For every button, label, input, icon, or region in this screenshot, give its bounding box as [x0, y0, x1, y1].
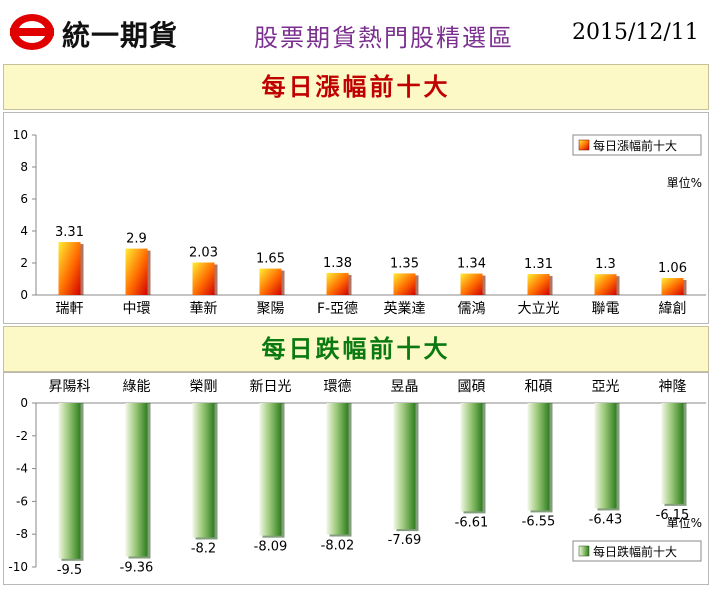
- category-label: 神隆: [659, 379, 687, 395]
- category-label: F-亞德: [317, 301, 358, 317]
- bar: [527, 403, 550, 511]
- legend: 每日漲幅前十大: [572, 134, 702, 156]
- category-label: 環德: [324, 379, 352, 395]
- category-label: 大立光: [518, 301, 560, 317]
- value-label: -7.69: [388, 533, 422, 548]
- category-label: 昱晶: [391, 379, 419, 395]
- bar: [125, 248, 148, 295]
- y-tick-label: -8: [16, 527, 28, 541]
- bar: [326, 403, 349, 535]
- value-label: 2.03: [189, 246, 218, 261]
- value-label: 1.31: [524, 257, 553, 272]
- value-label: -8.02: [321, 539, 355, 554]
- value-label: -9.36: [120, 561, 154, 576]
- bar: [259, 403, 282, 536]
- bar: [594, 403, 617, 509]
- report-date: 2015/12/11: [572, 20, 699, 45]
- unit-label: 單位%: [667, 175, 702, 190]
- bar: [125, 403, 148, 557]
- value-label: -6.55: [522, 514, 556, 529]
- bar: [192, 403, 215, 538]
- legend: 每日跌幅前十大: [572, 540, 702, 562]
- bar: [58, 242, 81, 295]
- unit-label: 單位%: [667, 515, 702, 530]
- value-label: -6.15: [656, 508, 690, 523]
- category-label: 新日光: [250, 379, 292, 395]
- category-label: 綠能: [123, 379, 151, 395]
- bar: [393, 273, 416, 295]
- category-label: 昇陽科: [49, 379, 91, 395]
- value-label: 1.65: [256, 252, 285, 267]
- bar: [326, 272, 349, 295]
- y-tick-label: -10: [8, 560, 28, 574]
- bar: [661, 403, 684, 504]
- legend-box: [572, 134, 702, 156]
- value-label: 3.31: [55, 225, 84, 240]
- value-label: 2.9: [126, 232, 147, 247]
- value-label: 1.35: [390, 256, 419, 271]
- company-logo-icon: [10, 14, 54, 50]
- bar: [460, 273, 483, 295]
- bar: [259, 268, 282, 295]
- bar: [192, 262, 215, 295]
- value-label: -8.09: [254, 540, 288, 555]
- value-label: -6.43: [589, 512, 623, 527]
- y-tick-label: 10: [13, 128, 28, 142]
- category-label: 亞光: [592, 379, 620, 395]
- y-tick-label: 0: [20, 396, 28, 410]
- legend-label: 每日跌幅前十大: [593, 544, 677, 559]
- y-tick-label: 8: [20, 160, 28, 174]
- y-tick-label: 0: [20, 288, 28, 302]
- value-label: -9.5: [57, 563, 82, 578]
- bar: [58, 403, 81, 559]
- value-label: 1.38: [323, 256, 352, 271]
- page-header: 統一期貨 股票期貨熱門股精選區 2015/12/11: [0, 0, 714, 62]
- y-tick-label: 6: [20, 192, 28, 206]
- gainers-banner: 每日漲幅前十大: [3, 64, 709, 110]
- category-label: 儒鴻: [458, 301, 486, 317]
- bar: [527, 274, 550, 295]
- value-label: 1.06: [658, 261, 687, 276]
- y-tick-label: -4: [16, 462, 28, 476]
- category-label: 瑞軒: [56, 301, 84, 317]
- legend-box: [572, 540, 702, 562]
- category-label: 國碩: [458, 379, 486, 395]
- category-label: 聯電: [592, 301, 620, 317]
- value-label: 1.3: [595, 257, 616, 272]
- y-tick-label: 2: [20, 256, 28, 270]
- bar: [460, 403, 483, 512]
- value-label: -8.2: [191, 541, 216, 556]
- page-title: 股票期貨熱門股精選區: [254, 24, 514, 52]
- value-label: 1.34: [457, 257, 486, 272]
- bar: [594, 274, 617, 295]
- category-label: 緯創: [659, 301, 687, 317]
- bar: [393, 403, 416, 530]
- category-label: 英業達: [384, 300, 426, 317]
- category-label: 聚陽: [257, 301, 285, 317]
- losers-chart-panel: 0 -2 -4 -6 -8 -10 -9.5 昇陽科 -9.36 綠能 -8.2 榮剛 -8.09 新日光…: [3, 372, 709, 585]
- category-label: 和碩: [525, 379, 553, 395]
- gainers-chart-panel: 0 2 4 6 8 10 3.31 瑞軒 2.9 中環 2.03 華新 1.65 聚陽 1.38 F-亞德 1.…: [3, 112, 709, 324]
- legend-swatch: [578, 139, 590, 151]
- y-tick-label: 4: [20, 224, 28, 238]
- category-label: 中環: [123, 301, 151, 317]
- gainers-chart: 0 2 4 6 8 10 3.31 瑞軒 2.9 中環 2.03 華新 1.65 聚陽 1.38 F-亞德 1.…: [13, 128, 706, 317]
- losers-chart: 0 -2 -4 -6 -8 -10 -9.5 昇陽科 -9.36 綠能 -8.2 榮剛 -8.09 新日光…: [8, 379, 706, 578]
- y-tick-label: -2: [16, 429, 28, 443]
- losers-banner: 每日跌幅前十大: [3, 326, 709, 372]
- category-label: 華新: [190, 301, 218, 317]
- legend-label: 每日漲幅前十大: [593, 138, 677, 153]
- value-label: -6.61: [455, 515, 489, 530]
- y-tick-label: -6: [16, 494, 28, 508]
- category-label: 榮剛: [190, 379, 218, 395]
- brand-name: 統一期貨: [62, 19, 179, 52]
- legend-swatch: [578, 545, 590, 557]
- bar: [661, 278, 684, 295]
